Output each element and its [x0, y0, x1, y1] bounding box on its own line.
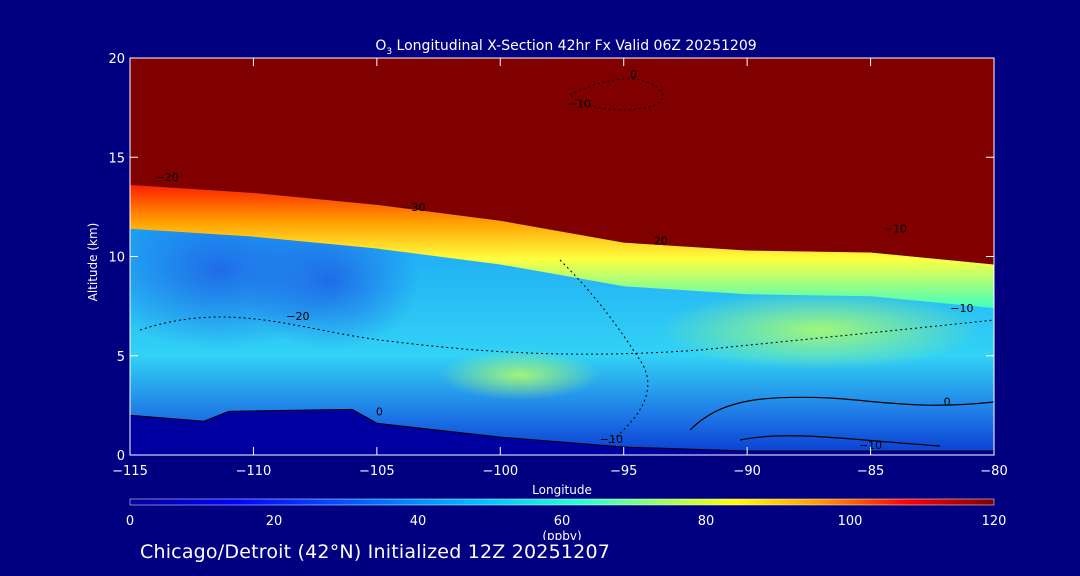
x-axis-label: Longitude	[532, 483, 592, 497]
x-tick-label: −85	[857, 464, 884, 479]
colorbar-tick-label: 60	[554, 514, 571, 529]
y-tick-label: 20	[108, 52, 125, 67]
mixing-region	[660, 290, 980, 370]
contour-label: −10	[884, 223, 907, 236]
contour-label: 20	[654, 235, 668, 248]
title-subscript: 3	[386, 47, 392, 57]
contour-label: −10	[568, 98, 591, 111]
title-species: O	[375, 38, 386, 54]
x-axis: −115 −110 −105 −100 −95 −90 −85 −80	[112, 58, 1008, 479]
contour-label: −10	[859, 439, 882, 452]
plot-area	[130, 58, 994, 455]
colorbar-ticks: 0 20 40 60 80 100 120	[126, 514, 1007, 529]
x-tick-label: −105	[359, 464, 395, 479]
y-tick-label: 10	[108, 251, 125, 266]
contour-line	[739, 435, 941, 447]
x-tick-label: −110	[236, 464, 272, 479]
contour-label: −20	[286, 310, 309, 323]
chart-title: O3 Longitudinal X-Section 42hr Fx Valid …	[375, 38, 756, 57]
contour-label: −10	[600, 433, 623, 446]
terrain	[130, 408, 994, 455]
contour-line	[139, 316, 994, 355]
contour-line	[569, 78, 664, 111]
x-tick-label: −95	[610, 464, 637, 479]
transition-band	[130, 185, 994, 309]
y-tick-label: 15	[108, 151, 125, 166]
contour-label: −20	[155, 171, 178, 184]
colorbar-label: (ppbv)	[542, 529, 581, 540]
stratosphere-region	[130, 58, 994, 265]
x-tick-label: −100	[482, 464, 518, 479]
contour-label: 0	[944, 395, 951, 408]
x-tick-label: −90	[733, 464, 760, 479]
contour-line	[689, 396, 994, 431]
contour-labels: −20 −30 −10 0 −20 0 −10 −10 −10 0 −10 20	[155, 68, 973, 452]
x-tick-label: −80	[980, 464, 1007, 479]
y-tick-label: 5	[117, 350, 125, 365]
contour-line	[559, 259, 649, 451]
colorbar	[129, 498, 995, 506]
contour-label: −30	[402, 201, 425, 214]
y-axis-label: Altitude (km)	[86, 223, 100, 302]
footer-caption: Chicago/Detroit (42°N) Initialized 12Z 2…	[140, 541, 611, 563]
y-axis: 0 5 10 15 20	[108, 52, 994, 464]
contour-label: −10	[950, 302, 973, 315]
colorbar-tick-label: 120	[982, 514, 1007, 529]
ozone-cross-section-chart: O3 Longitudinal X-Section 42hr Fx Valid …	[86, 38, 1008, 540]
x-tick-label: −115	[112, 464, 148, 479]
colorbar-tick-label: 0	[126, 514, 134, 529]
colorbar-tick-label: 20	[266, 514, 283, 529]
contour-label: 0	[376, 405, 383, 418]
y-tick-label: 0	[117, 449, 125, 464]
colorbar-tick-label: 80	[698, 514, 715, 529]
colorbar-tick-label: 40	[410, 514, 427, 529]
mixing-region	[440, 350, 600, 400]
title-rest: Longitudinal X-Section 42hr Fx Valid 06Z…	[392, 38, 757, 54]
colorbar-tick-label: 100	[838, 514, 863, 529]
contour-label: 0	[630, 68, 637, 81]
